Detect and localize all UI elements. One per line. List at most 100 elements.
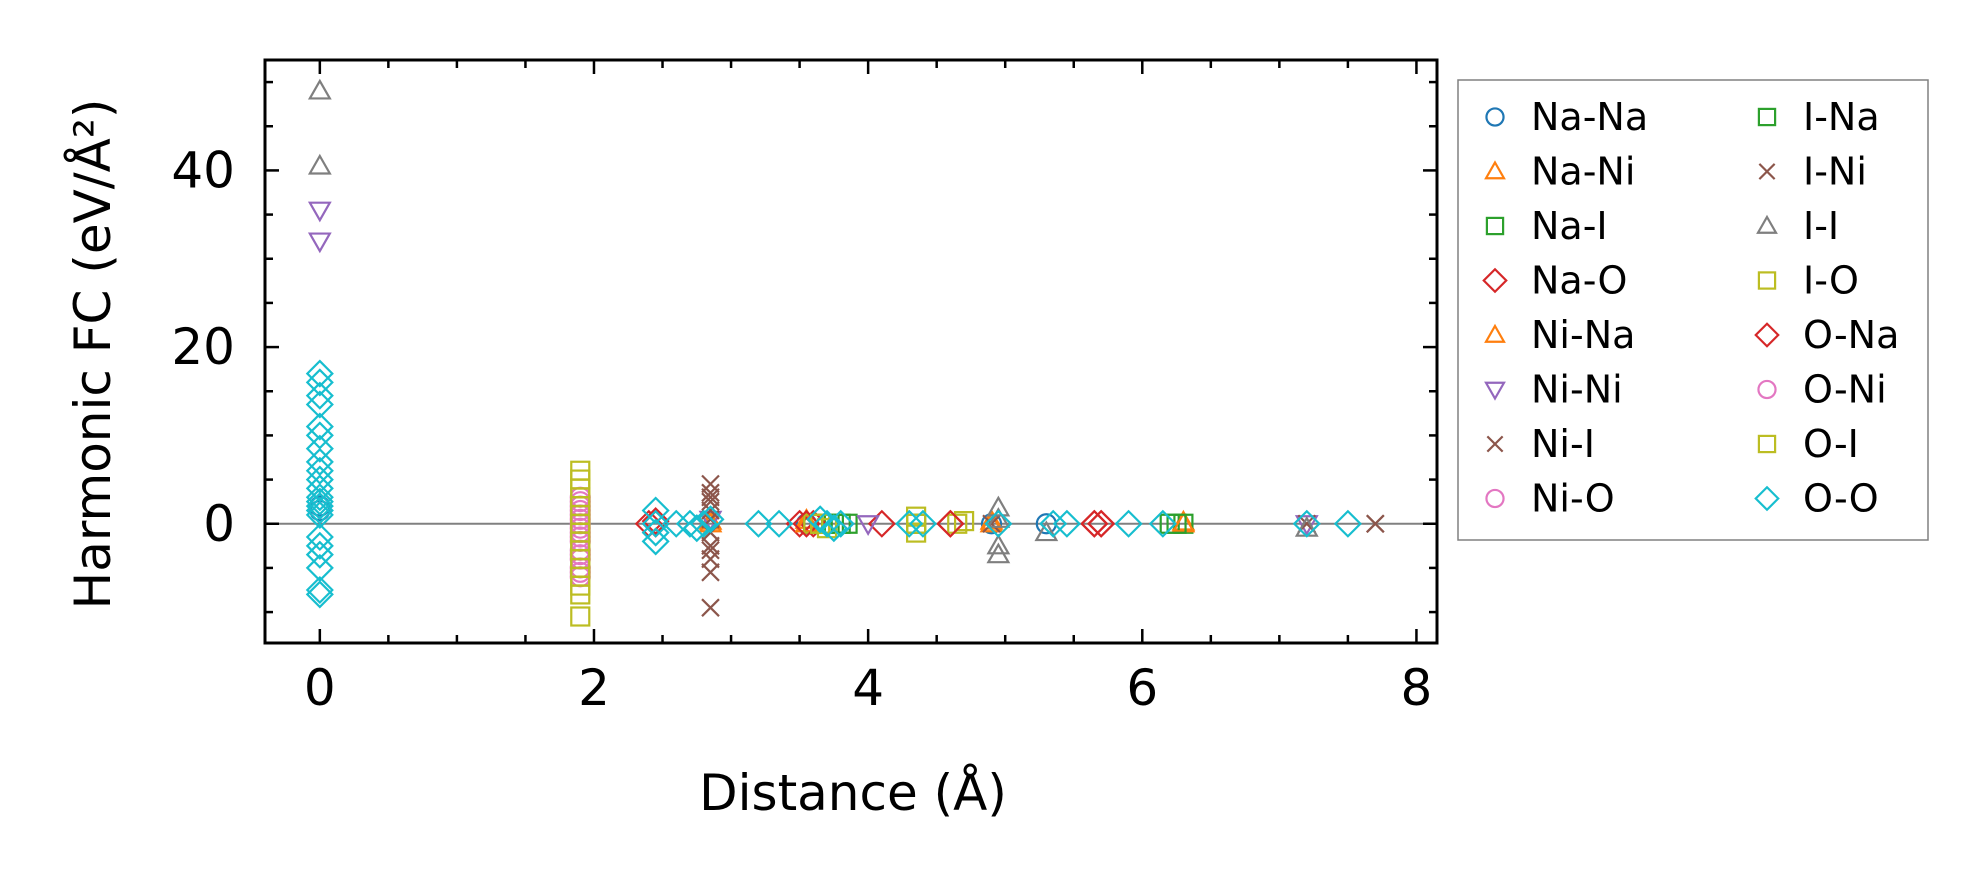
data-point [764, 509, 794, 538]
legend-label: O-I [1803, 422, 1859, 466]
x-tick-label: 6 [1126, 659, 1158, 717]
legend-label: Ni-Ni [1531, 368, 1623, 412]
data-point [307, 201, 332, 223]
data-point [819, 514, 848, 543]
legend-item: Na-Na [1485, 95, 1648, 139]
legend-marker [1756, 214, 1778, 234]
data-point [305, 390, 334, 419]
data-point [696, 505, 725, 534]
data-point [701, 563, 720, 582]
data-point [701, 492, 720, 511]
legend-item: I-Ni [1758, 150, 1867, 194]
data-point [307, 153, 332, 175]
data-point [662, 509, 691, 538]
legend-label: O-Na [1803, 313, 1899, 357]
data-point [986, 533, 1011, 555]
data-point [682, 514, 711, 543]
legend-marker [1486, 435, 1504, 453]
data-point [856, 515, 881, 536]
series-ni-ni [307, 201, 1319, 536]
x-tick-label: 4 [852, 659, 884, 717]
data-point [1034, 520, 1059, 542]
data-point [792, 509, 821, 538]
data-point [701, 536, 720, 556]
legend-label: I-Na [1803, 95, 1880, 139]
y-tick-label: 40 [171, 141, 235, 199]
legend-label: Na-Ni [1531, 150, 1635, 194]
legend-marker [1484, 381, 1506, 401]
data-point [305, 575, 334, 605]
legend-label: Na-I [1531, 204, 1608, 248]
legend-marker [1754, 485, 1780, 512]
series-i-i [307, 78, 1319, 564]
x-axis-title: Distance (Å) [699, 764, 1007, 822]
data-point [744, 509, 773, 538]
data-point [641, 527, 670, 556]
data-point [701, 483, 720, 503]
data-point [701, 540, 720, 560]
legend-marker [1482, 267, 1508, 294]
x-tick-label: 0 [304, 659, 336, 717]
data-point [1148, 509, 1177, 538]
data-point [689, 509, 718, 538]
legend-item: O-Ni [1757, 368, 1887, 412]
data-point [1052, 509, 1081, 538]
data-point [1366, 514, 1385, 534]
data-point [936, 509, 965, 538]
y-axis-title: Harmonic FC (eV/Å²) [64, 99, 122, 610]
legend-label: I-Ni [1803, 150, 1867, 194]
data-point [947, 513, 968, 534]
data-point [701, 501, 720, 520]
y-tick-label: 0 [203, 495, 235, 553]
legend-label: Ni-O [1531, 477, 1615, 521]
legend-marker [1758, 163, 1776, 180]
data-point [641, 507, 670, 536]
data-point [305, 500, 334, 529]
data-point [982, 514, 1001, 534]
data-point [307, 232, 332, 254]
data-point [305, 487, 334, 516]
data-point [305, 359, 334, 388]
axes: 0 2 4 6 8 0 20 40 [171, 58, 1439, 717]
legend-item: I-O [1757, 259, 1859, 303]
data-point [1080, 509, 1109, 538]
data-point [701, 549, 720, 569]
data-point [806, 505, 835, 534]
data-point [641, 518, 670, 547]
data-point [986, 507, 1011, 528]
plot-frame [263, 58, 1439, 645]
data-point [305, 368, 334, 397]
data-point [1087, 509, 1116, 538]
data-point [1171, 511, 1196, 533]
data-point [570, 606, 591, 627]
legend-item: O-O [1754, 477, 1879, 521]
data-point [826, 509, 855, 538]
legend-item: O-Na [1754, 313, 1899, 357]
data-point [305, 483, 334, 512]
series-na-na [309, 495, 1057, 535]
legend-marker [1757, 271, 1777, 290]
x-tick-label: 8 [1401, 659, 1433, 717]
data-point [305, 412, 334, 441]
legend-label: I-O [1803, 259, 1859, 303]
legend-item: I-I [1756, 204, 1839, 248]
legend-item: O-I [1757, 422, 1859, 466]
legend-item: Ni-Ni [1484, 368, 1623, 412]
legend-item: Na-I [1485, 204, 1608, 248]
data-point [570, 584, 591, 605]
data-point [986, 542, 1011, 564]
legend-marker [1485, 216, 1505, 236]
data-point [305, 434, 334, 463]
legend-marker [1484, 160, 1506, 180]
data-point [906, 513, 927, 534]
legend-label: I-I [1803, 204, 1839, 248]
legend-item: Na-Ni [1484, 150, 1635, 194]
data-point [569, 544, 591, 566]
legend-label: Na-O [1531, 259, 1627, 303]
legend-marker [1754, 322, 1780, 348]
legend-item: Ni-Na [1484, 313, 1635, 357]
data-point [641, 509, 670, 538]
data-point [867, 509, 896, 538]
legend-label: O-O [1803, 477, 1879, 521]
